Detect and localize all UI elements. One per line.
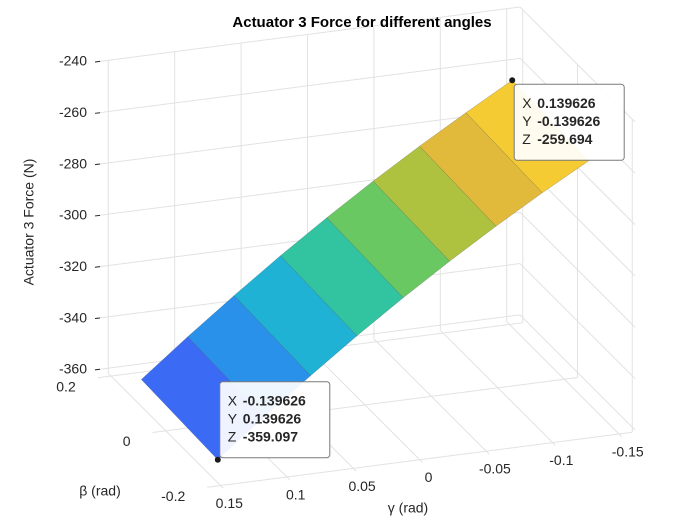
tick-mark <box>94 112 101 114</box>
y-tick-label: 0.15 <box>216 495 243 511</box>
data-tip-label: Y <box>522 113 532 129</box>
data-tip-label: Y <box>228 410 238 426</box>
data-tip: X -0.139626 Y 0.139626 Z -359.097 <box>214 381 331 463</box>
y-axis-label: γ (rad) <box>388 500 428 516</box>
y-tick-label: -0.05 <box>479 461 511 477</box>
data-tip-box <box>219 381 331 459</box>
data-tip-label: Z <box>228 428 237 444</box>
data-tip-value: 0.139626 <box>537 95 596 111</box>
surface <box>141 80 589 461</box>
x-tick-label: -0.2 <box>161 488 185 504</box>
grid-line <box>439 329 556 446</box>
data-tip-value: -359.097 <box>243 428 298 444</box>
data-tip-marker <box>509 77 516 84</box>
chart-title: Actuator 3 Force for different angles <box>232 14 491 31</box>
tick-mark <box>94 60 101 63</box>
y-tick-label: 0.05 <box>348 478 375 494</box>
x-tick-label: 0.2 <box>56 378 76 394</box>
data-tip-marker <box>214 456 221 463</box>
z-tick-label: -280 <box>59 155 87 171</box>
tick-mark <box>94 368 101 371</box>
z-tick-label: -240 <box>59 53 87 69</box>
y-tick-label: 0.1 <box>286 486 306 502</box>
z-tick-label: -260 <box>59 104 87 120</box>
y-tick-label: -0.15 <box>612 443 644 459</box>
axis-labels: -360 -340 -320 -300 -280 -260 -240 -0.2 0 0.2 -0.1… <box>56 53 644 511</box>
grid-line <box>107 372 224 489</box>
data-tip-value: 0.139626 <box>243 410 302 426</box>
grid-line <box>307 347 423 463</box>
tick-mark <box>94 214 101 217</box>
data-tip-label: X <box>522 95 532 111</box>
z-tick-label: -340 <box>59 309 87 325</box>
tick-mark <box>94 163 101 166</box>
tick-mark <box>94 317 101 320</box>
data-tip-value: -259.694 <box>537 131 592 147</box>
data-tip-value: -0.139626 <box>243 392 306 408</box>
y-tick-label: -0.1 <box>549 452 573 468</box>
x-axis-label: β (rad) <box>79 483 121 499</box>
data-tip-box <box>513 83 625 161</box>
data-tip-value: -0.139626 <box>537 113 600 129</box>
y-tick-label: 0 <box>425 469 433 485</box>
z-tick-label: -300 <box>59 207 87 223</box>
z-tick-label: -320 <box>59 258 87 274</box>
data-tip-label: X <box>228 392 238 408</box>
z-axis-label: Actuator 3 Force (N) <box>21 159 37 286</box>
x-tick-label: 0 <box>123 433 131 449</box>
grid-line <box>373 338 490 455</box>
tick-mark <box>94 266 101 268</box>
data-tip: X 0.139626 Y -0.139626 Z -259.694 <box>509 77 625 161</box>
grid-line <box>506 321 623 438</box>
data-tip-label: Z <box>522 131 531 147</box>
z-tick-label: -360 <box>59 361 87 377</box>
